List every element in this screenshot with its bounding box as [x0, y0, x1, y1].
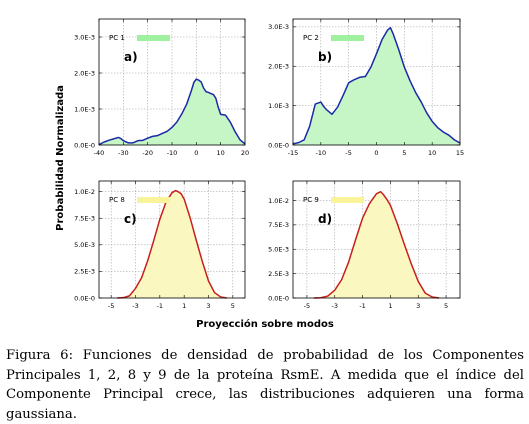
x-tick-label: -10	[167, 149, 178, 157]
x-tick-label: 20	[241, 149, 249, 157]
panel-letter: a)	[124, 50, 138, 64]
legend-swatch	[137, 197, 170, 203]
x-tick-label: -10	[316, 149, 327, 157]
x-axis-label: Proyección sobre modos	[196, 318, 334, 330]
y-tick-label: 1.0E-2	[268, 197, 289, 205]
x-tick-label: 1	[182, 302, 186, 310]
density-line	[98, 78, 246, 146]
y-axis-label: Probabilidad Normalizada	[55, 85, 66, 231]
plot-frame	[292, 180, 461, 299]
legend-swatch	[137, 35, 170, 41]
x-tick-label: -5	[304, 302, 310, 310]
y-tick-label: 0.0E-0	[74, 294, 95, 302]
x-tick-label: 1	[388, 302, 392, 310]
y-tick-label: 1.0E-3	[268, 102, 289, 110]
density-area	[313, 191, 440, 298]
panel-1: -40 -30 -20 -10 0 10 20 0.0E-0 1.0E-3 2.0E-3 3.0E-…	[74, 18, 249, 157]
y-tick-label: 5.0E-3	[74, 241, 95, 249]
panel-2: -15 -10 -5 0 5 10 15 0.0E-0 1.0E-3 2.0E-3 3.0E-3 PC…	[268, 18, 464, 157]
density-area	[99, 79, 245, 145]
x-tick-label: -5	[108, 302, 114, 310]
y-tick-label: 5.0E-3	[268, 246, 289, 254]
y-tick-label: 3.0E-3	[268, 23, 289, 31]
legend-label: PC 8	[109, 196, 125, 204]
x-tick-label: -20	[142, 149, 153, 157]
y-tick-label: 1.0E-2	[74, 188, 95, 196]
legend-label: PC 9	[303, 196, 319, 204]
x-tick-label: -40	[94, 149, 105, 157]
x-tick-label: 5	[444, 302, 448, 310]
x-tick-label: 3	[416, 302, 420, 310]
panel-letter: c)	[124, 212, 137, 226]
y-tick-label: 0.0E-0	[74, 141, 95, 149]
x-tick-label: 5	[402, 149, 406, 157]
y-tick-label: 2.5E-3	[268, 270, 289, 278]
y-tick-label: 0.0E-0	[268, 294, 289, 302]
legend-label: PC 1	[109, 34, 125, 42]
density-area	[117, 190, 227, 298]
panel-4: -5 -3 -1 1 3 5 0.0E-0 2.5E-3 5.0E-3 7.5E-3 1.0E-2 P…	[268, 180, 461, 310]
x-tick-label: 3	[206, 302, 210, 310]
figure-panels: Probabilidad Normalizada Proyección sobr…	[55, 18, 464, 330]
x-tick-label: 0	[194, 149, 198, 157]
x-tick-label: -3	[332, 302, 338, 310]
panel-3: -5 -3 -1 1 3 5 0.0E-0 2.5E-3 5.0E-3 7.5E-3 1.0E-2 P…	[74, 180, 246, 310]
panel-letter: b)	[318, 50, 332, 64]
x-tick-label: 5	[231, 302, 235, 310]
y-tick-label: 3.0E-3	[74, 33, 95, 41]
x-tick-label: -3	[132, 302, 138, 310]
x-tick-label: -15	[288, 149, 299, 157]
density-area	[293, 27, 460, 145]
x-tick-label: -1	[359, 302, 365, 310]
y-tick-label: 7.5E-3	[268, 221, 289, 229]
figure-caption: Figura 6: Funciones de densidad de proba…	[6, 348, 524, 422]
x-tick-label: 10	[428, 149, 436, 157]
density-line	[117, 189, 227, 299]
x-tick-label: -30	[118, 149, 129, 157]
x-tick-label: 0	[374, 149, 378, 157]
density-line	[313, 190, 440, 299]
y-tick-label: 2.0E-3	[74, 69, 95, 77]
panel-letter: d)	[318, 212, 332, 226]
legend-label: PC 2	[303, 34, 319, 42]
x-tick-label: -5	[345, 149, 351, 157]
y-tick-label: 7.5E-3	[74, 215, 95, 223]
x-tick-label: 10	[217, 149, 225, 157]
y-tick-label: 2.0E-3	[268, 63, 289, 71]
density-line	[292, 26, 461, 145]
x-tick-label: -1	[157, 302, 163, 310]
y-tick-label: 0.0E-0	[268, 141, 289, 149]
legend-swatch	[331, 197, 364, 203]
x-tick-label: 15	[456, 149, 464, 157]
y-tick-label: 2.5E-3	[74, 268, 95, 276]
plot-frame	[98, 180, 246, 299]
y-tick-label: 1.0E-3	[74, 105, 95, 113]
legend-swatch	[331, 35, 364, 41]
